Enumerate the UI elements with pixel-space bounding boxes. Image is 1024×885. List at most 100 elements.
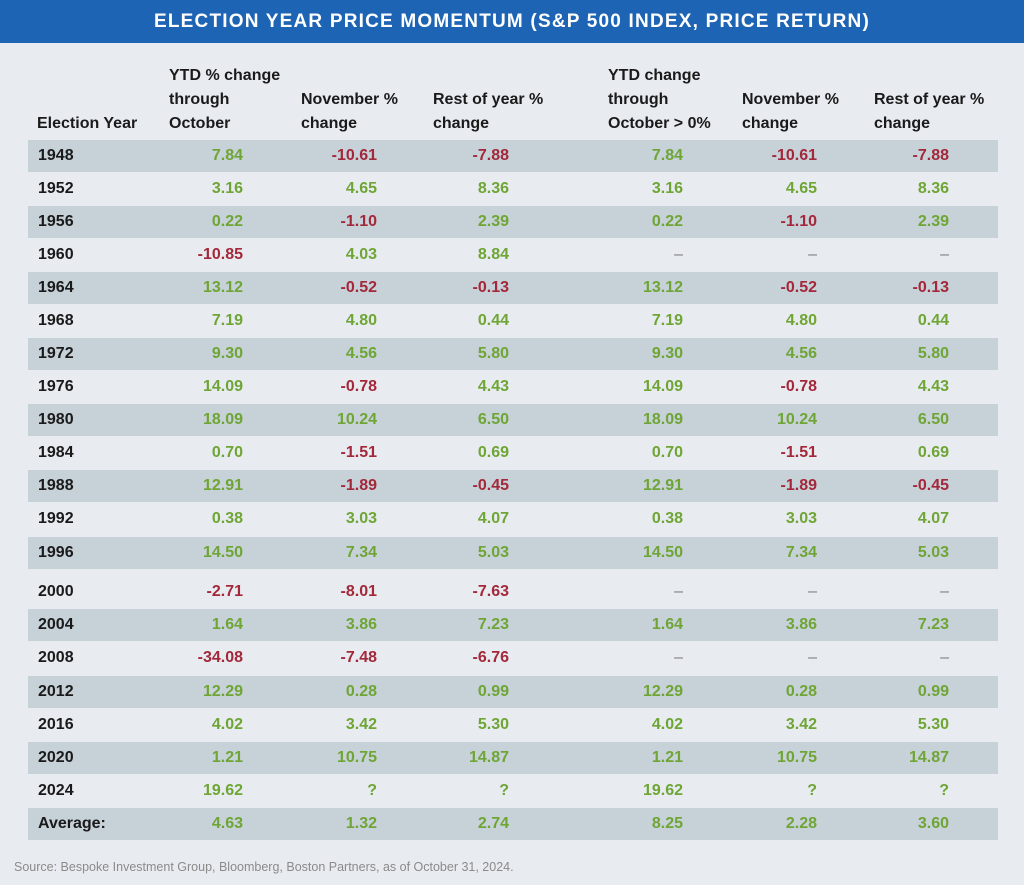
value-cell: – xyxy=(674,649,683,666)
column-header-text: Rest of year % change xyxy=(874,91,985,132)
value-cell: 14.09 xyxy=(202,378,243,395)
column-header-5: November % change xyxy=(742,64,867,136)
value-cell: 3.42 xyxy=(345,716,377,733)
table-row: 2000 -2.71 -8.01 -7.63 – – – xyxy=(28,576,998,608)
value-cell: 4.63 xyxy=(211,815,243,832)
value-cell: 19.62 xyxy=(202,782,243,799)
value-cell: 0.99 xyxy=(477,683,509,700)
table-row: 1984 0.70 -1.51 0.69 0.70 -1.51 0.69 xyxy=(28,437,998,469)
year-cell: 2000 xyxy=(38,583,74,600)
column-header-3: Rest of year % change xyxy=(433,64,563,136)
value-cell: 2.39 xyxy=(917,213,949,230)
value-cell: 0.70 xyxy=(211,444,243,461)
value-cell: – xyxy=(940,246,949,263)
table-row: 1956 0.22 -1.10 2.39 0.22 -1.10 2.39 xyxy=(28,206,998,238)
column-header-1: YTD % change through October xyxy=(169,64,299,136)
value-cell: -0.78 xyxy=(340,378,377,395)
value-cell: 4.07 xyxy=(477,510,509,527)
value-cell: -8.01 xyxy=(340,583,377,600)
value-cell: 18.09 xyxy=(202,411,243,428)
table-row: 2004 1.64 3.86 7.23 1.64 3.86 7.23 xyxy=(28,609,998,641)
year-cell: 2012 xyxy=(38,683,74,700)
value-cell: 5.30 xyxy=(477,716,509,733)
value-cell: 3.86 xyxy=(345,616,377,633)
table-row: 2016 4.02 3.42 5.30 4.02 3.42 5.30 xyxy=(28,709,998,741)
table-row: 1972 9.30 4.56 5.80 9.30 4.56 5.80 xyxy=(28,338,998,370)
value-cell: 13.12 xyxy=(202,279,243,296)
value-cell: 3.03 xyxy=(345,510,377,527)
value-cell: 0.44 xyxy=(917,312,949,329)
value-cell: 6.50 xyxy=(477,411,509,428)
value-cell: 9.30 xyxy=(651,345,683,362)
value-cell: 4.02 xyxy=(651,716,683,733)
value-cell: 7.19 xyxy=(211,312,243,329)
value-cell: – xyxy=(674,246,683,263)
value-cell: -0.13 xyxy=(912,279,949,296)
value-cell: -0.52 xyxy=(780,279,817,296)
value-cell: 4.56 xyxy=(345,345,377,362)
value-cell: -0.78 xyxy=(780,378,817,395)
value-cell: -10.85 xyxy=(197,246,243,263)
value-cell: 0.69 xyxy=(477,444,509,461)
value-cell: 4.65 xyxy=(785,180,817,197)
table-row: 2024 19.62?? 19.62?? xyxy=(28,775,998,807)
value-cell: ? xyxy=(499,782,509,799)
value-cell: 12.91 xyxy=(202,477,243,494)
table-row: 1996 14.50 7.34 5.03 14.50 7.34 5.03 xyxy=(28,537,998,569)
year-cell: 1960 xyxy=(38,246,74,263)
value-cell: – xyxy=(940,649,949,666)
value-cell: 3.60 xyxy=(917,815,949,832)
value-cell: -6.76 xyxy=(472,649,509,666)
year-cell: 1980 xyxy=(38,411,74,428)
value-cell: 0.69 xyxy=(917,444,949,461)
value-cell: -1.89 xyxy=(340,477,377,494)
source-note: Source: Bespoke Investment Group, Bloomb… xyxy=(14,860,514,874)
value-cell: -0.45 xyxy=(472,477,509,494)
year-cell: 1968 xyxy=(38,312,74,329)
value-cell: 10.75 xyxy=(776,749,817,766)
value-cell: 14.50 xyxy=(202,544,243,561)
value-cell: 14.87 xyxy=(908,749,949,766)
value-cell: 4.80 xyxy=(345,312,377,329)
value-cell: 3.86 xyxy=(785,616,817,633)
value-cell: 7.23 xyxy=(477,616,509,633)
value-cell: -2.71 xyxy=(206,583,243,600)
value-cell: 0.28 xyxy=(785,683,817,700)
value-cell: 13.12 xyxy=(642,279,683,296)
value-cell: 0.44 xyxy=(477,312,509,329)
value-cell: 12.91 xyxy=(642,477,683,494)
value-cell: 0.38 xyxy=(651,510,683,527)
value-cell: 4.43 xyxy=(477,378,509,395)
year-cell: 1948 xyxy=(38,147,74,164)
value-cell: -1.51 xyxy=(340,444,377,461)
year-cell: 2024 xyxy=(38,782,74,799)
value-cell: -7.88 xyxy=(472,147,509,164)
column-header-0: Election Year xyxy=(37,64,162,136)
year-cell: 1992 xyxy=(38,510,74,527)
value-cell: 10.24 xyxy=(336,411,377,428)
value-cell: 14.50 xyxy=(642,544,683,561)
year-cell: 2004 xyxy=(38,616,74,633)
value-cell: 0.99 xyxy=(917,683,949,700)
table-row: 1968 7.19 4.80 0.44 7.19 4.80 0.44 xyxy=(28,305,998,337)
value-cell: 5.03 xyxy=(477,544,509,561)
year-cell: 1976 xyxy=(38,378,74,395)
value-cell: 5.80 xyxy=(917,345,949,362)
value-cell: 0.70 xyxy=(651,444,683,461)
value-cell: -1.10 xyxy=(340,213,377,230)
value-cell: 12.29 xyxy=(642,683,683,700)
value-cell: 8.36 xyxy=(917,180,949,197)
table-row: 1980 18.09 10.24 6.50 18.09 10.24 6.50 xyxy=(28,404,998,436)
value-cell: 3.16 xyxy=(651,180,683,197)
value-cell: 4.80 xyxy=(785,312,817,329)
value-cell: 4.43 xyxy=(917,378,949,395)
year-cell: 1984 xyxy=(38,444,74,461)
value-cell: 8.36 xyxy=(477,180,509,197)
column-header-text: November % change xyxy=(301,91,398,132)
column-header-6: Rest of year % change xyxy=(874,64,1014,136)
year-cell: 2008 xyxy=(38,649,74,666)
value-cell: -0.52 xyxy=(340,279,377,296)
value-cell: – xyxy=(674,583,683,600)
value-cell: 1.64 xyxy=(651,616,683,633)
value-cell: 7.19 xyxy=(651,312,683,329)
